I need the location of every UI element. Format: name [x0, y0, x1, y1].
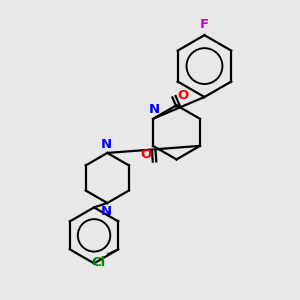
Text: O: O: [140, 148, 152, 161]
Text: N: N: [149, 103, 160, 116]
Text: O: O: [177, 89, 188, 102]
Text: N: N: [100, 138, 111, 151]
Text: F: F: [200, 18, 209, 31]
Text: N: N: [100, 206, 111, 218]
Text: Cl: Cl: [92, 256, 106, 269]
